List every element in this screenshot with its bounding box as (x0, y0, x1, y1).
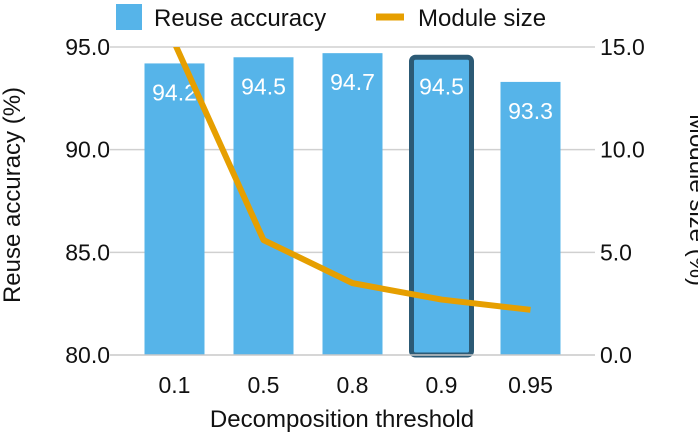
y-tick-label-1: 85.0 (65, 239, 110, 265)
x-tick-label-4: 0.95 (508, 372, 553, 398)
x-tick-label-1: 0.5 (248, 372, 280, 398)
legend-swatch-reuse-accuracy (116, 4, 142, 30)
y2-tick-label-0: 0.0 (600, 342, 632, 368)
y-tick-label-3: 95.0 (65, 34, 110, 60)
y-axis-title: Reuse accuracy (%) (0, 87, 26, 303)
bars (145, 53, 561, 355)
legend-label-reuse-accuracy: Reuse accuracy (154, 5, 326, 32)
y2-tick-label-3: 15.0 (600, 34, 645, 60)
y2-axis-title: Module size (%) (684, 114, 698, 286)
y2-tick-label-1: 5.0 (600, 239, 632, 265)
y-tick-label-0: 80.0 (65, 342, 110, 368)
bar-0.8 (323, 53, 383, 355)
bar-label-0.9: 94.5 (419, 73, 464, 99)
x-tick-label-0: 0.1 (159, 372, 191, 398)
x-axis-title: Decomposition threshold (210, 406, 474, 433)
x-tick-label-2: 0.8 (337, 372, 369, 398)
legend: Reuse accuracy Module size (116, 4, 546, 32)
bar-0.5 (234, 57, 294, 355)
y2-tick-label-2: 10.0 (600, 137, 645, 163)
bar-0.1 (145, 63, 205, 355)
y-tick-label-2: 90.0 (65, 137, 110, 163)
bar-label-0.95: 93.3 (508, 98, 553, 124)
legend-label-module-size: Module size (418, 5, 546, 32)
bar-label-0.5: 94.5 (241, 73, 286, 99)
bar-label-0.8: 94.7 (330, 69, 375, 95)
x-tick-label-3: 0.9 (426, 372, 458, 398)
bar-0.9 (412, 57, 472, 355)
